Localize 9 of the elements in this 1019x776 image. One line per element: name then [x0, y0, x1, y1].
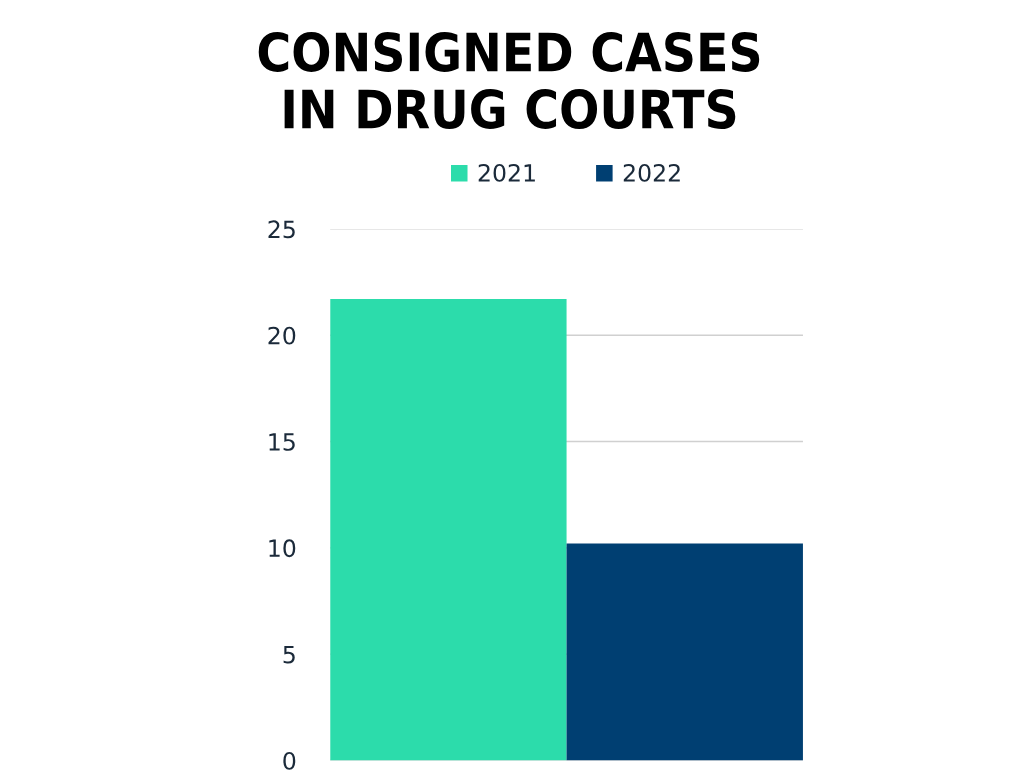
y-tick-label: 0	[283, 751, 296, 770]
y-tick-label: 25	[268, 220, 295, 239]
y-tick-label: 20	[268, 326, 296, 345]
legend-label: 2022	[623, 163, 680, 182]
y-tick-label: 5	[283, 645, 295, 664]
legend-label: 2021	[478, 163, 535, 182]
chart-title: CONSIGNED CASES IN DRUG COURTS	[258, 31, 760, 129]
y-tick-label: 15	[269, 433, 295, 451]
y-tick-label: 10	[269, 539, 296, 558]
